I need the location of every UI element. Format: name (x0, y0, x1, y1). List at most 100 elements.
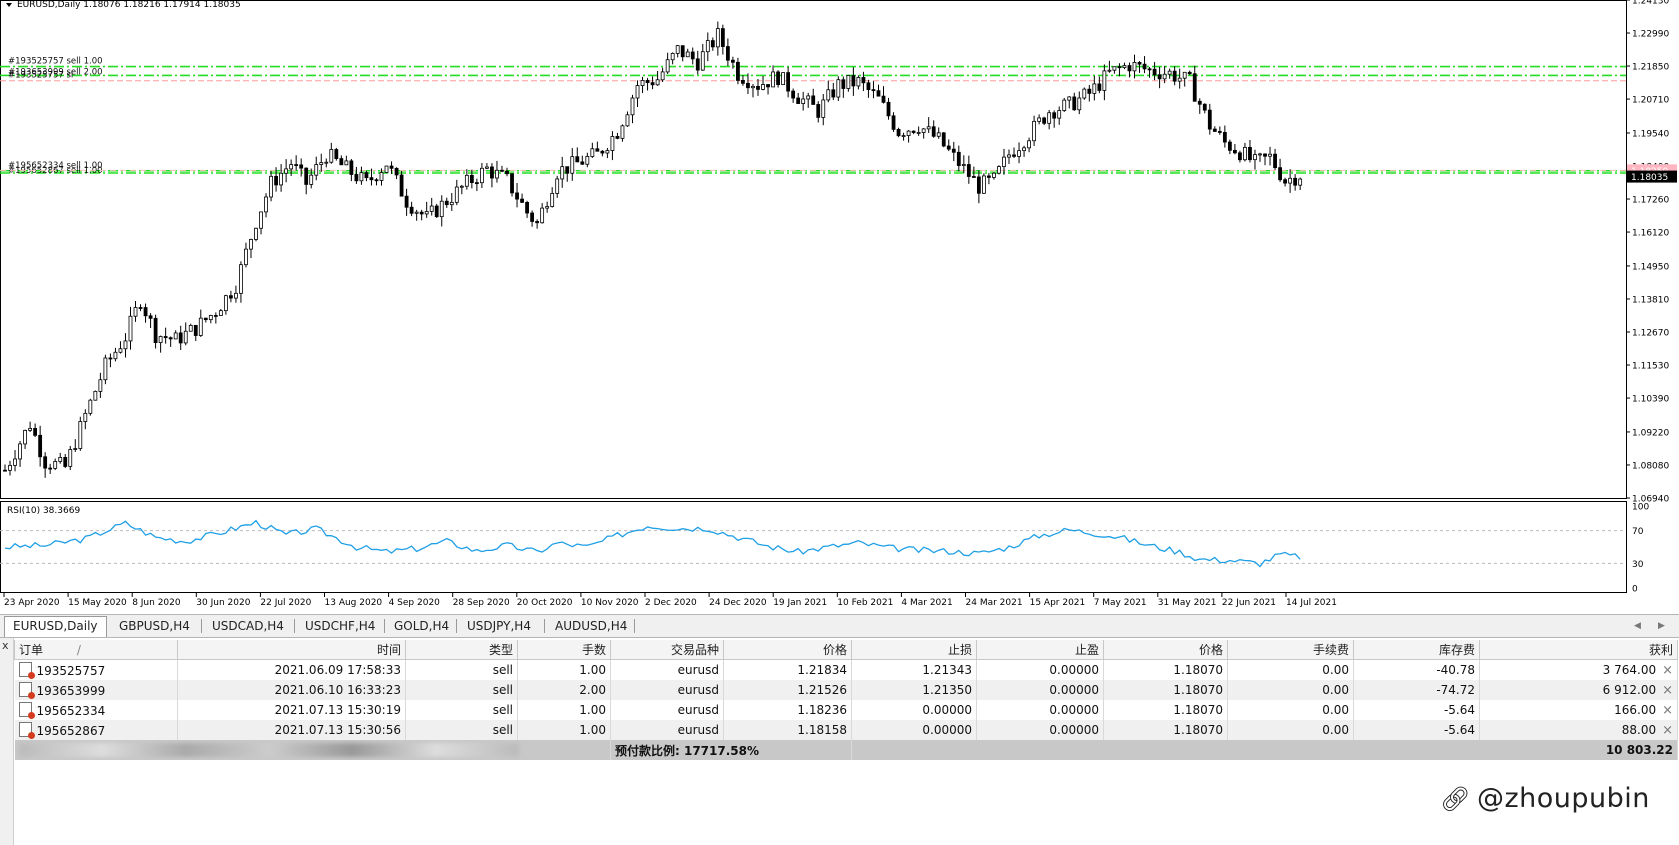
candle-body (178, 332, 183, 344)
price-chart[interactable]: EURUSD,Daily 1.18076 1.18216 1.17914 1.1… (0, 0, 1679, 612)
col-header-swap[interactable]: 库存费 (1353, 640, 1480, 660)
candle-body (479, 167, 484, 184)
tab-scroll-left-icon[interactable]: ◀ (1634, 621, 1641, 631)
candle-body (550, 193, 555, 207)
tab-separator (456, 619, 457, 633)
price-axis-label: 1.08080 (1632, 461, 1669, 471)
tp-cell[interactable]: 0.00000 (976, 659, 1104, 680)
price-axis-label: 1.24130 (1632, 0, 1669, 7)
candle-body (1007, 154, 1011, 158)
candle-body (88, 399, 93, 414)
candle-body (1057, 110, 1062, 119)
swap-cell: -74.72 (1353, 680, 1480, 700)
tab-gbpusd-h4[interactable]: GBPUSD,H4 (119, 619, 190, 633)
col-header-price[interactable]: 价格 (1103, 640, 1228, 660)
candle-body (801, 98, 806, 104)
close-icon[interactable]: x (2, 639, 9, 652)
candle-body (881, 95, 886, 103)
close-order-icon[interactable]: × (1662, 662, 1673, 678)
tab-usdchf-h4[interactable]: USDCHF,H4 (305, 619, 376, 633)
date-axis-label: 10 Feb 2021 (837, 598, 893, 608)
candle-body (951, 148, 956, 153)
table-row[interactable]: 195652334 2021.07.13 15:30:19 sell 1.00 … (14, 700, 1678, 720)
col-header-tp[interactable]: 止盈 (976, 640, 1104, 660)
candle-body (158, 336, 163, 343)
candle-body (505, 170, 509, 175)
tab-usdjpy-h4[interactable]: USDJPY,H4 (467, 619, 531, 633)
candle-body (1042, 117, 1047, 124)
close-order-icon[interactable]: × (1662, 722, 1673, 738)
tp-cell[interactable]: 0.00000 (976, 700, 1104, 720)
candle-body (279, 172, 284, 186)
candle-body (921, 128, 926, 133)
candle-body (1032, 120, 1036, 142)
col-header-symbol[interactable]: 交易品种 (610, 640, 724, 660)
close-order-icon[interactable]: × (1662, 702, 1673, 718)
sl-cell[interactable]: 0.00000 (851, 700, 977, 720)
col-header-open-price[interactable]: 价格 (723, 640, 852, 660)
order-cell: 195652334 (14, 700, 178, 720)
price-pane-frame (0, 0, 1627, 499)
sl-cell[interactable]: 1.21343 (851, 659, 977, 680)
candle-body (1062, 99, 1067, 111)
col-header-lots[interactable]: 手数 (517, 640, 611, 660)
candle-body (595, 148, 600, 152)
price-axis-label: 1.09220 (1632, 428, 1669, 438)
candle-body (153, 317, 158, 343)
date-axis-label: 22 Jun 2021 (1222, 598, 1276, 608)
col-header-type[interactable]: 类型 (405, 640, 518, 660)
table-row[interactable]: 195652867 2021.07.13 15:30:56 sell 1.00 … (14, 720, 1678, 740)
candle-body (555, 178, 560, 194)
chart-window[interactable]: EURUSD,Daily 1.18076 1.18216 1.17914 1.1… (0, 0, 1679, 612)
profit-cell: 3 764.00 × (1479, 659, 1678, 680)
price-axis-label: 1.22990 (1632, 30, 1669, 40)
col-header-profit[interactable]: 获利 (1479, 640, 1678, 660)
candle-body (163, 336, 168, 339)
candle-body (1278, 167, 1282, 181)
candle-body (776, 71, 780, 85)
type-cell: sell (405, 680, 518, 700)
tab-audusd-h4[interactable]: AUDUSD,H4 (555, 619, 628, 633)
tp-cell[interactable]: 0.00000 (976, 720, 1104, 740)
table-header: 订单 / 时间 类型 手数 交易品种 价格 止损 止盈 价格 手续费 库存费 获… (14, 640, 1678, 660)
date-axis-label: 24 Mar 2021 (966, 598, 1023, 608)
table-row[interactable]: 193525757 2021.06.09 17:58:33 sell 1.00 … (14, 659, 1678, 680)
candle-body (299, 164, 304, 169)
close-order-icon[interactable]: × (1662, 682, 1673, 698)
col-header-order[interactable]: 订单 / (14, 640, 178, 660)
chart-header: EURUSD,Daily 1.18076 1.18216 1.17914 1.1… (17, 0, 241, 10)
sell-order-icon (18, 722, 35, 739)
tab-gold-h4[interactable]: GOLD,H4 (394, 619, 450, 633)
price-axis-label: 1.16120 (1632, 229, 1669, 239)
candle-body (525, 201, 529, 214)
col-header-commission[interactable]: 手续费 (1227, 640, 1354, 660)
candle-body (756, 85, 760, 90)
candle-body (1122, 65, 1127, 68)
candle-body (806, 95, 811, 100)
candle-body (98, 379, 103, 392)
open-price-cell: 1.18236 (723, 700, 852, 720)
tp-cell[interactable]: 0.00000 (976, 680, 1104, 700)
candle-body (43, 456, 48, 469)
commission-cell: 0.00 (1227, 659, 1354, 680)
price-axis-label: 1.20710 (1632, 96, 1669, 106)
time-cell: 2021.07.13 15:30:19 (177, 700, 406, 720)
sl-cell[interactable]: 1.21350 (851, 680, 977, 700)
col-header-sl[interactable]: 止损 (851, 640, 977, 660)
price-axis-label: 1.10390 (1632, 395, 1669, 405)
tab-scroll-right-icon[interactable]: ▶ (1658, 621, 1665, 631)
candle-body (901, 135, 906, 137)
table-row[interactable]: 193653999 2021.06.10 16:33:23 sell 2.00 … (14, 680, 1678, 700)
candle-body (254, 227, 258, 240)
date-axis-label: 30 Jun 2020 (196, 598, 250, 608)
current-price-tag (1627, 170, 1677, 183)
candle-body (1147, 68, 1152, 71)
candle-body (63, 457, 68, 467)
candle-body (1217, 131, 1222, 133)
candle-body (620, 125, 625, 139)
tab-eurusd-daily[interactable]: EURUSD,Daily (4, 616, 107, 637)
tab-usdcad-h4[interactable]: USDCAD,H4 (212, 619, 284, 633)
col-header-time[interactable]: 时间 (177, 640, 406, 660)
sl-cell[interactable]: 0.00000 (851, 720, 977, 740)
date-axis-label: 8 Jun 2020 (132, 598, 181, 608)
